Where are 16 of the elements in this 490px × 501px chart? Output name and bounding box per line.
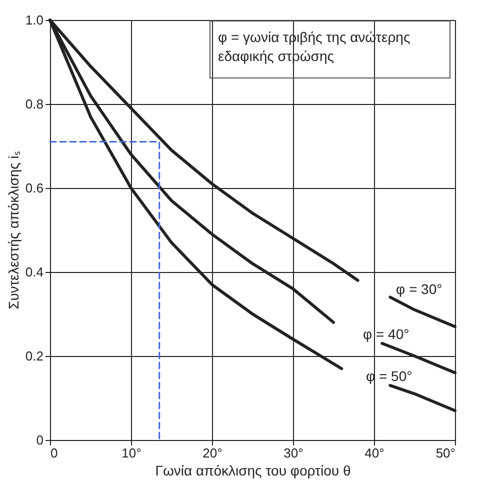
x-tick-label: 50° <box>436 446 456 460</box>
y-tick-label: 0.4 <box>25 264 44 280</box>
x-tick-label: 10° <box>122 446 142 460</box>
x-tick-label: 20° <box>202 446 222 460</box>
y-tick-label: 0.2 <box>25 348 44 364</box>
x-tick-label: 40° <box>364 446 384 460</box>
x-axis-title: Γωνία απόκλισης του φορτίου θ <box>155 462 351 478</box>
y-tick-label: 1.0 <box>25 12 44 28</box>
y-tick-label: 0 <box>36 432 44 448</box>
y-tick-label: 0.6 <box>25 180 44 196</box>
x-tick-label: 30° <box>284 446 304 460</box>
x-tick-label: 0 <box>50 446 58 460</box>
y-tick-label: 0.8 <box>25 96 44 112</box>
annotation: φ = 30° <box>396 281 442 297</box>
annotation: φ = 40° <box>363 326 410 342</box>
y-axis-title: Συντελεστής απόκλισης iₛ <box>5 152 22 310</box>
